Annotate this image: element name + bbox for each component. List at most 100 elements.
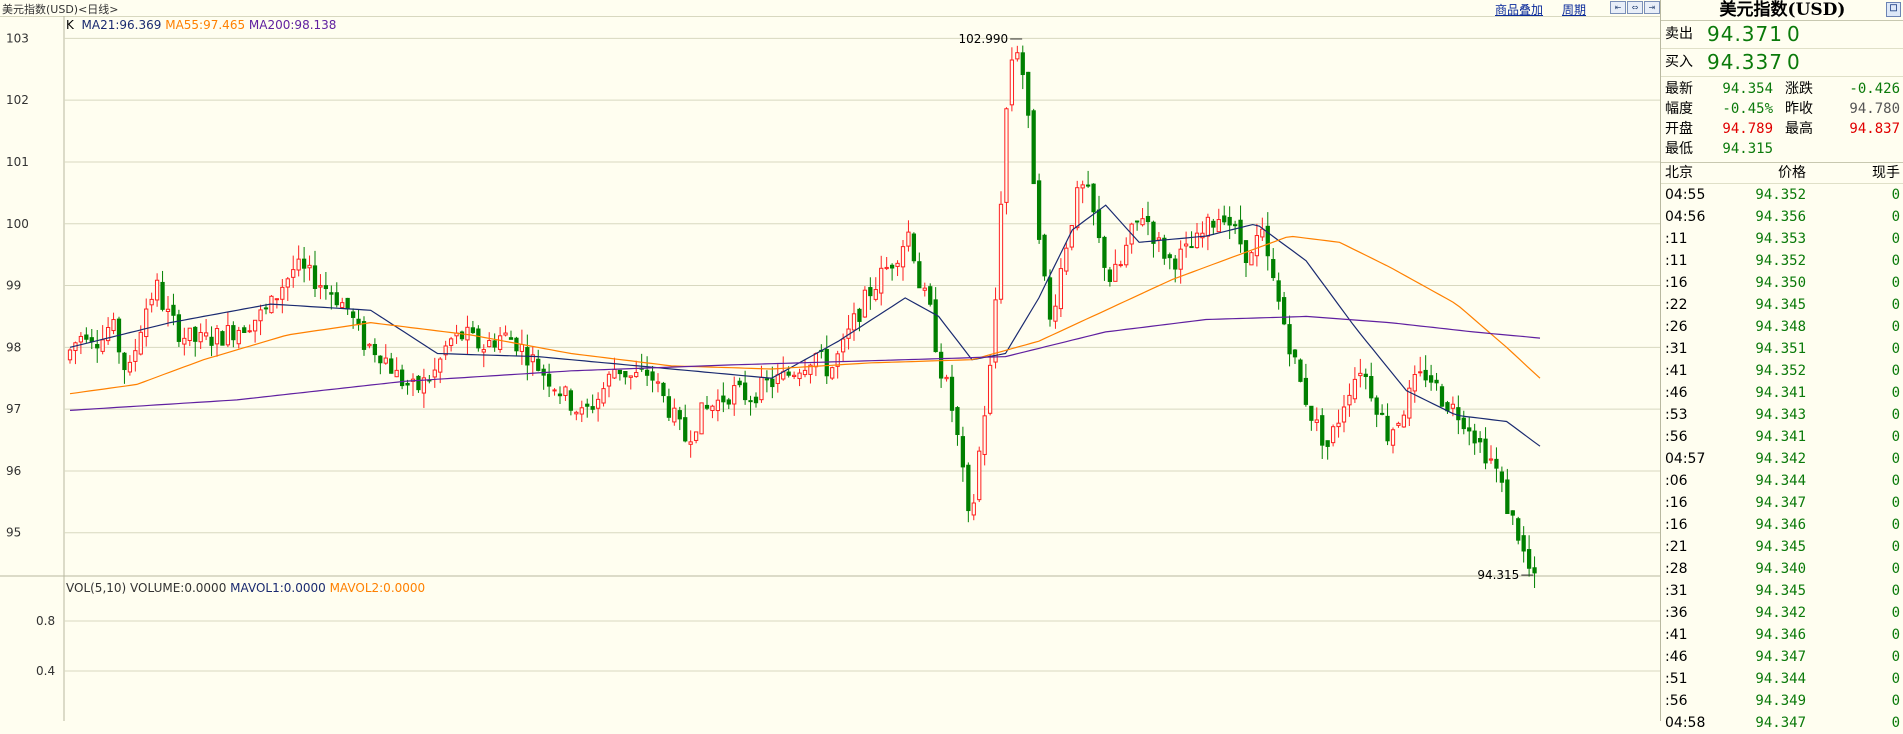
candle-body — [503, 332, 508, 336]
candle-body — [802, 369, 808, 376]
candle-body — [879, 267, 884, 294]
tick-time: :31 — [1665, 583, 1688, 599]
candle-body — [987, 364, 993, 414]
candle-body — [372, 343, 378, 356]
tick-qty: 0 — [1891, 693, 1900, 709]
tick-row: 04:57 94.342 0 — [1661, 448, 1903, 470]
stat-value: -0.426 — [1849, 81, 1900, 97]
candle-body — [1145, 215, 1151, 223]
candle-body — [1053, 305, 1058, 322]
candle-body — [1287, 324, 1292, 355]
candle-body — [1091, 183, 1096, 213]
candle-body — [530, 354, 535, 363]
legend-mavol2: MAVOL2:0.0000 — [329, 581, 426, 595]
tick-price: 94.348 — [1755, 319, 1806, 335]
overlay-link[interactable]: 商品叠加 — [1495, 3, 1544, 17]
stat-value: 94.354 — [1722, 81, 1773, 97]
candle-body — [1015, 52, 1020, 60]
candle-body — [1042, 234, 1047, 277]
main-legend: K MA21:96.369 MA55:97.465 MA200:98.138 — [66, 18, 336, 32]
stat-label: 幅度 — [1665, 101, 1693, 117]
candle-body — [764, 378, 770, 381]
candle-body — [1320, 415, 1325, 446]
candle-body — [1069, 225, 1074, 248]
candle-body — [813, 353, 819, 368]
candle-body — [1211, 220, 1216, 228]
sell-price: 94.371 — [1707, 22, 1783, 46]
candle-body — [601, 388, 606, 404]
candle-body — [568, 390, 574, 411]
candle-body — [1004, 108, 1009, 203]
candle-body — [851, 313, 857, 331]
candle-body — [481, 349, 486, 353]
tick-qty: 0 — [1891, 605, 1900, 621]
candle-body — [753, 396, 759, 404]
zoom-in-icon[interactable]: ⇤ — [1610, 1, 1626, 14]
tick-price: 94.349 — [1755, 693, 1806, 709]
candle-body — [1254, 235, 1260, 257]
tick-row: :31 94.345 0 — [1661, 580, 1903, 602]
candle-body — [1075, 187, 1080, 229]
candle-body — [1156, 237, 1162, 241]
candle-body — [263, 307, 269, 310]
period-link[interactable]: 周期 — [1562, 3, 1587, 17]
y-tick-label: 97 — [6, 402, 21, 416]
tick-qty: 0 — [1891, 407, 1900, 423]
col-price: 价格 — [1778, 165, 1806, 181]
candle-body — [1140, 218, 1145, 226]
stat-value: 94.315 — [1722, 141, 1773, 157]
stat-label: 最低 — [1665, 141, 1693, 157]
candle-body — [693, 431, 699, 441]
stats-row: 开盘 94.789 最高 94.837 — [1661, 119, 1903, 139]
kline-chart[interactable]: 103 102 101 100 99 98 97 96 95 0.8 0.4 102.990 94.31… — [0, 16, 1660, 721]
scroll-right-icon[interactable]: ⇥ — [1644, 1, 1660, 14]
candle-body — [1009, 59, 1015, 106]
candle-body — [1396, 422, 1401, 426]
tick-qty: 0 — [1891, 627, 1900, 643]
candle-body — [432, 369, 437, 378]
candle-body — [1151, 221, 1156, 244]
candle-body — [1303, 377, 1309, 405]
tick-time: :11 — [1665, 253, 1688, 269]
tick-row: :41 94.352 0 — [1661, 360, 1903, 382]
candle-body — [982, 415, 987, 455]
stat-label: 最新 — [1665, 81, 1693, 97]
candle-body — [389, 358, 394, 374]
candle-body — [1428, 375, 1434, 383]
ticks-list[interactable]: 04:55 94.352 0 04:56 94.356 0:11 94.353 0:11 94.… — [1661, 184, 1903, 734]
stat-value: 94.837 — [1849, 121, 1900, 137]
candle-body — [655, 381, 661, 384]
candle-body — [209, 336, 214, 346]
candle-body — [1298, 359, 1303, 382]
candle-body — [291, 269, 296, 278]
zoom-out-icon[interactable]: ⇔ — [1627, 1, 1643, 14]
candle-body — [732, 385, 737, 405]
candle-body — [1521, 535, 1526, 552]
tick-price: 94.341 — [1755, 429, 1806, 445]
tick-price: 94.350 — [1755, 275, 1806, 291]
tick-price: 94.345 — [1755, 539, 1806, 555]
candle-body — [160, 281, 165, 310]
candle-body — [465, 326, 470, 341]
tick-time: :16 — [1665, 517, 1688, 533]
candle-body — [1477, 438, 1483, 443]
candle-body — [296, 258, 301, 271]
candle-body — [922, 287, 927, 291]
candle-body — [323, 285, 329, 290]
candle-body — [105, 326, 111, 342]
tick-price: 94.352 — [1755, 187, 1806, 203]
panel-toggle-icon[interactable]: ☐ — [1886, 2, 1901, 17]
chart-area[interactable]: 103 102 101 100 99 98 97 96 95 0.8 0.4 102.990 94.31… — [0, 16, 1660, 721]
candle-body — [487, 340, 492, 348]
tick-row: :26 94.348 0 — [1661, 316, 1903, 338]
y-tick-label: 100 — [6, 217, 29, 231]
tick-price: 94.342 — [1755, 451, 1806, 467]
high-annotation: 102.990 — [959, 32, 1009, 46]
candle-body — [1472, 430, 1477, 444]
vol-tick-label: 0.8 — [36, 614, 55, 628]
candle-body — [1532, 567, 1537, 574]
candle-body — [236, 329, 241, 345]
stat-value: 94.780 — [1849, 101, 1900, 117]
candle-body — [1102, 236, 1107, 268]
candle-body — [1292, 349, 1298, 358]
